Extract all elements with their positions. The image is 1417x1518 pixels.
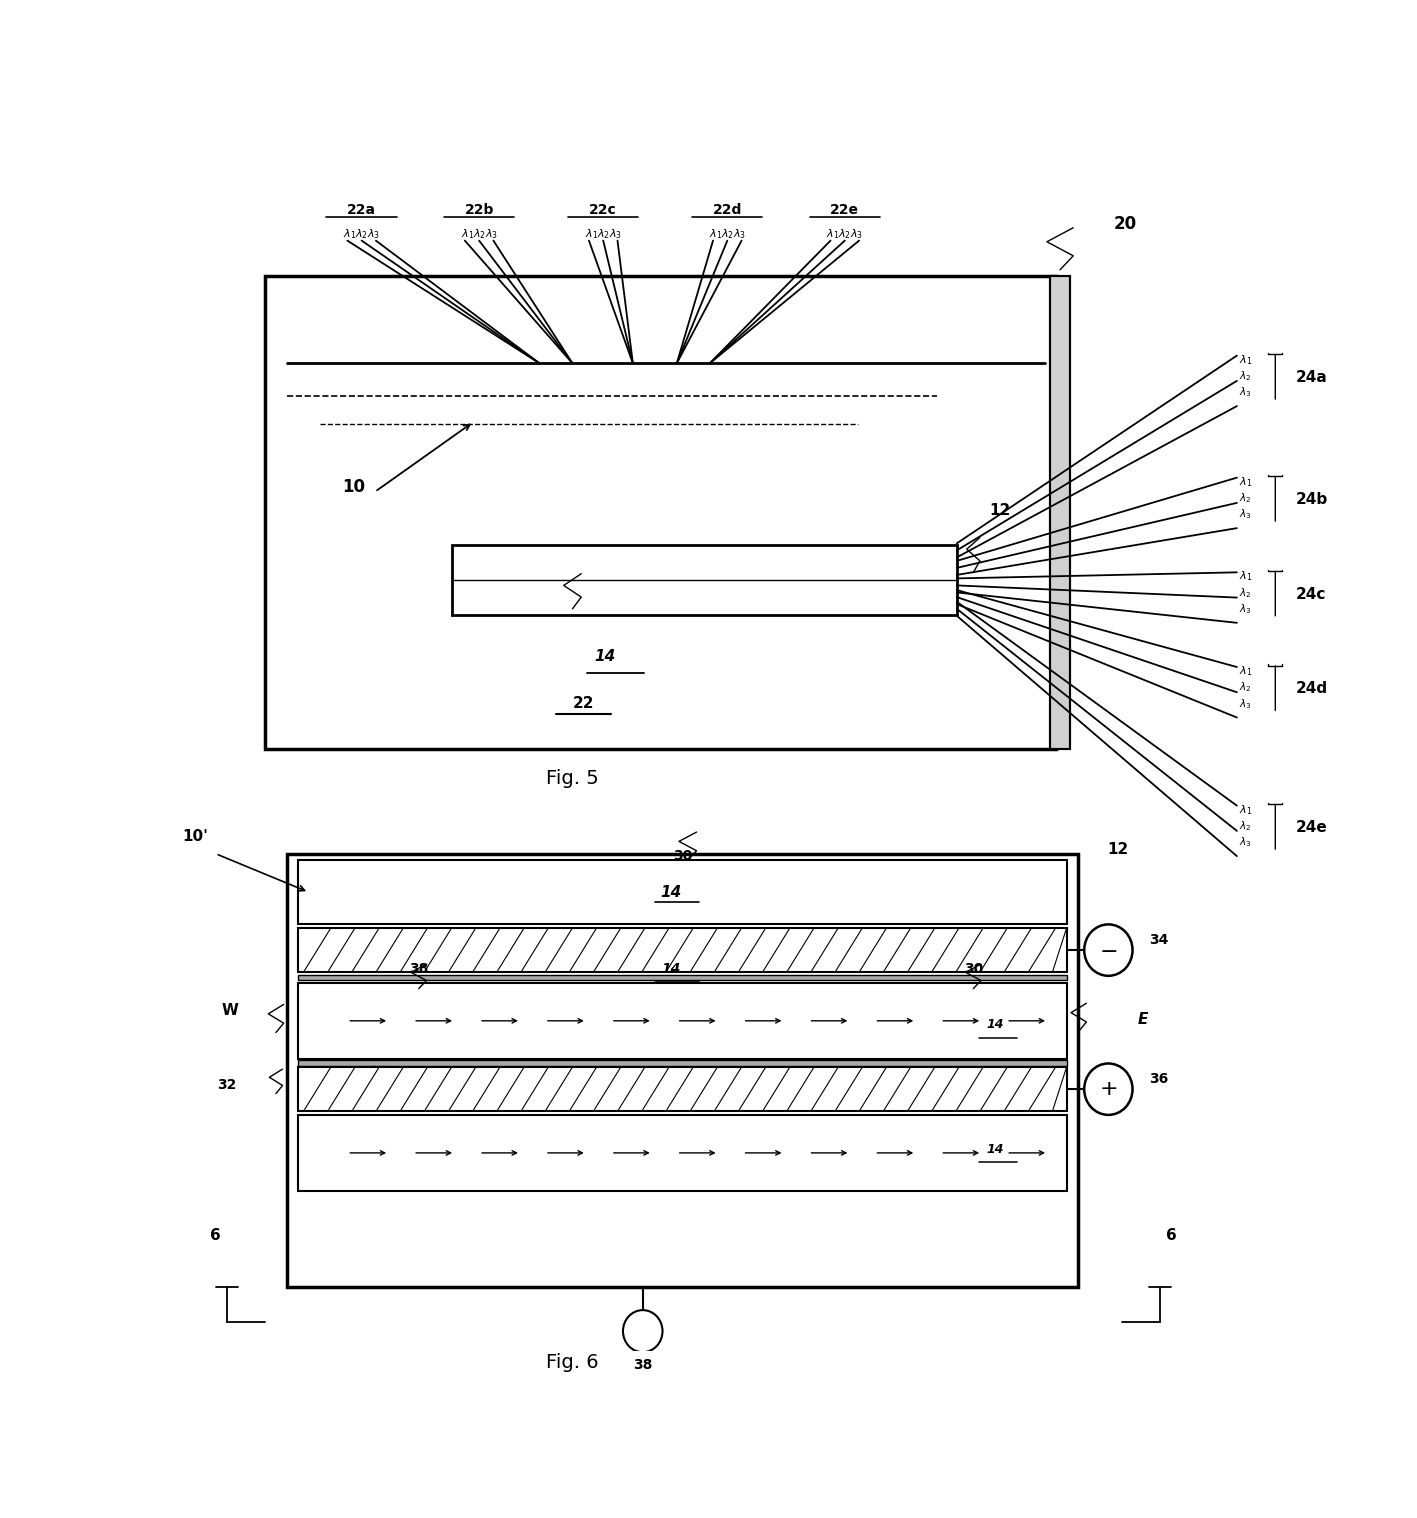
Text: 24e: 24e bbox=[1297, 820, 1328, 835]
Text: 24d: 24d bbox=[1297, 682, 1328, 697]
Text: 20: 20 bbox=[1114, 216, 1136, 232]
Text: $\lambda_2$: $\lambda_2$ bbox=[1238, 820, 1251, 833]
Text: 24b: 24b bbox=[1297, 492, 1328, 507]
Text: $\lambda_1\lambda_2\lambda_3$: $\lambda_1\lambda_2\lambda_3$ bbox=[343, 228, 380, 241]
Text: $\lambda_2$: $\lambda_2$ bbox=[1238, 586, 1251, 600]
Text: $\lambda_3$: $\lambda_3$ bbox=[1238, 386, 1251, 399]
Text: $\lambda_1$: $\lambda_1$ bbox=[1238, 803, 1253, 817]
Text: $-$: $-$ bbox=[1100, 940, 1118, 959]
Text: 6: 6 bbox=[210, 1228, 221, 1243]
Bar bbox=[1050, 276, 1070, 748]
Bar bbox=[298, 975, 1067, 981]
Text: $\lambda_3$: $\lambda_3$ bbox=[1238, 697, 1251, 710]
Bar bbox=[298, 982, 1067, 1060]
Text: $\lambda_3$: $\lambda_3$ bbox=[1238, 836, 1251, 850]
Text: 22d: 22d bbox=[713, 203, 743, 217]
Text: $\lambda_1\lambda_2\lambda_3$: $\lambda_1\lambda_2\lambda_3$ bbox=[461, 228, 497, 241]
Text: Fig. 6: Fig. 6 bbox=[546, 1353, 599, 1372]
Text: $\lambda_1\lambda_2\lambda_3$: $\lambda_1\lambda_2\lambda_3$ bbox=[708, 228, 745, 241]
Text: 22b: 22b bbox=[465, 203, 493, 217]
Bar bbox=[452, 545, 956, 615]
Text: $\lambda_2$: $\lambda_2$ bbox=[1238, 369, 1251, 383]
Text: $+$: $+$ bbox=[1100, 1079, 1118, 1099]
Text: 12: 12 bbox=[989, 504, 1010, 518]
Text: E: E bbox=[1138, 1013, 1148, 1028]
Text: 24c: 24c bbox=[1297, 586, 1326, 601]
Text: 10': 10' bbox=[183, 829, 208, 844]
Text: 36: 36 bbox=[1149, 1072, 1168, 1087]
Text: $\lambda_1\lambda_2\lambda_3$: $\lambda_1\lambda_2\lambda_3$ bbox=[585, 228, 622, 241]
Text: 14: 14 bbox=[986, 1143, 1005, 1155]
Bar bbox=[1050, 276, 1070, 748]
Bar bbox=[298, 1060, 1067, 1066]
Text: 22c: 22c bbox=[589, 203, 616, 217]
Text: 14: 14 bbox=[662, 962, 682, 976]
Bar bbox=[298, 861, 1067, 924]
Text: 32: 32 bbox=[217, 1078, 237, 1091]
Text: 6: 6 bbox=[1166, 1228, 1176, 1243]
Bar bbox=[298, 1114, 1067, 1192]
Text: 22e: 22e bbox=[830, 203, 859, 217]
Text: 30: 30 bbox=[673, 849, 691, 864]
Text: 14: 14 bbox=[660, 885, 682, 900]
Bar bbox=[298, 1067, 1067, 1111]
Text: 14: 14 bbox=[595, 650, 615, 665]
Text: $\lambda_1$: $\lambda_1$ bbox=[1238, 352, 1253, 367]
Text: W: W bbox=[221, 1003, 238, 1019]
Text: 14: 14 bbox=[986, 1019, 1005, 1031]
Text: $\lambda_1$: $\lambda_1$ bbox=[1238, 475, 1253, 489]
Bar bbox=[265, 276, 1056, 748]
Text: $\lambda_3$: $\lambda_3$ bbox=[1238, 507, 1251, 522]
Text: $\lambda_1$: $\lambda_1$ bbox=[1238, 665, 1253, 679]
Text: 38: 38 bbox=[410, 962, 428, 976]
Text: 10: 10 bbox=[341, 478, 364, 496]
Text: 38: 38 bbox=[633, 1357, 652, 1372]
Bar bbox=[298, 927, 1067, 973]
Text: 22: 22 bbox=[572, 697, 594, 710]
Text: 12: 12 bbox=[1108, 842, 1129, 858]
Text: $\lambda_2$: $\lambda_2$ bbox=[1238, 680, 1251, 694]
Text: 22a: 22a bbox=[347, 203, 376, 217]
Text: 30: 30 bbox=[964, 962, 983, 976]
Text: $\lambda_2$: $\lambda_2$ bbox=[1238, 492, 1251, 505]
Text: 34: 34 bbox=[1149, 934, 1169, 947]
Text: $\lambda_3$: $\lambda_3$ bbox=[1238, 603, 1251, 616]
Text: 24a: 24a bbox=[1297, 370, 1328, 386]
Bar bbox=[286, 855, 1077, 1287]
Text: $\lambda_1$: $\lambda_1$ bbox=[1238, 569, 1253, 583]
Text: Fig. 5: Fig. 5 bbox=[546, 768, 599, 788]
Text: $\lambda_1\lambda_2\lambda_3$: $\lambda_1\lambda_2\lambda_3$ bbox=[826, 228, 863, 241]
